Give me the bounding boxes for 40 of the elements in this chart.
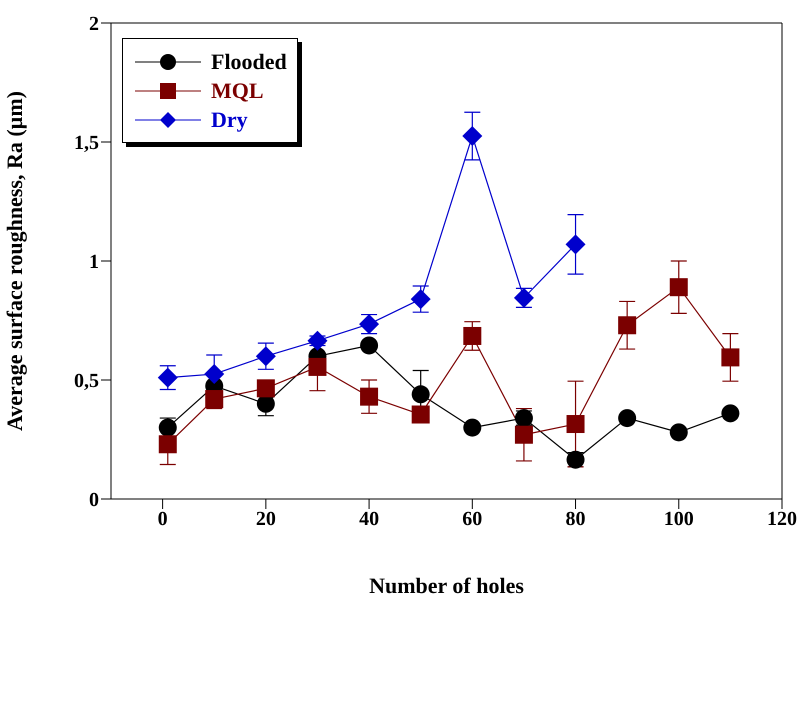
point <box>618 316 636 334</box>
point <box>307 330 328 351</box>
point <box>412 385 430 404</box>
point <box>410 289 431 310</box>
point <box>721 348 740 366</box>
x-tick-label: 100 <box>664 508 694 530</box>
point <box>463 418 482 437</box>
y-tick-label: 0,5 <box>74 370 99 392</box>
point <box>566 415 585 434</box>
point <box>618 409 636 428</box>
point <box>670 423 688 442</box>
legend-label: Flooded <box>211 48 287 74</box>
point <box>566 234 586 254</box>
x-tick-label: 40 <box>359 508 380 530</box>
point <box>308 358 326 376</box>
y-tick-label: 0 <box>89 489 99 512</box>
x-axis-title: Number of holes <box>369 573 524 598</box>
x-tick-label: 80 <box>566 508 586 530</box>
x-tick-label: 0 <box>158 508 168 530</box>
point <box>462 126 482 146</box>
point <box>670 278 688 296</box>
x-tick-label: 120 <box>767 508 797 530</box>
point <box>412 406 430 424</box>
legend-label: MQL <box>211 78 264 104</box>
point <box>158 435 177 454</box>
x-tick-label: 20 <box>256 508 276 530</box>
point <box>360 336 378 354</box>
legend-label: Dry <box>211 106 248 132</box>
point <box>463 326 482 345</box>
point <box>360 388 378 406</box>
point <box>204 364 224 384</box>
point <box>514 426 533 444</box>
x-tick-label: 60 <box>462 508 482 530</box>
point <box>721 404 740 422</box>
y-axis-title: Average surface roughness, Ra (µm) <box>2 91 27 431</box>
y-tick-label: 1,5 <box>74 132 99 154</box>
point <box>256 346 276 366</box>
y-tick-label: 1 <box>89 251 99 274</box>
point <box>256 379 275 398</box>
y-tick-label: 2 <box>89 13 99 36</box>
